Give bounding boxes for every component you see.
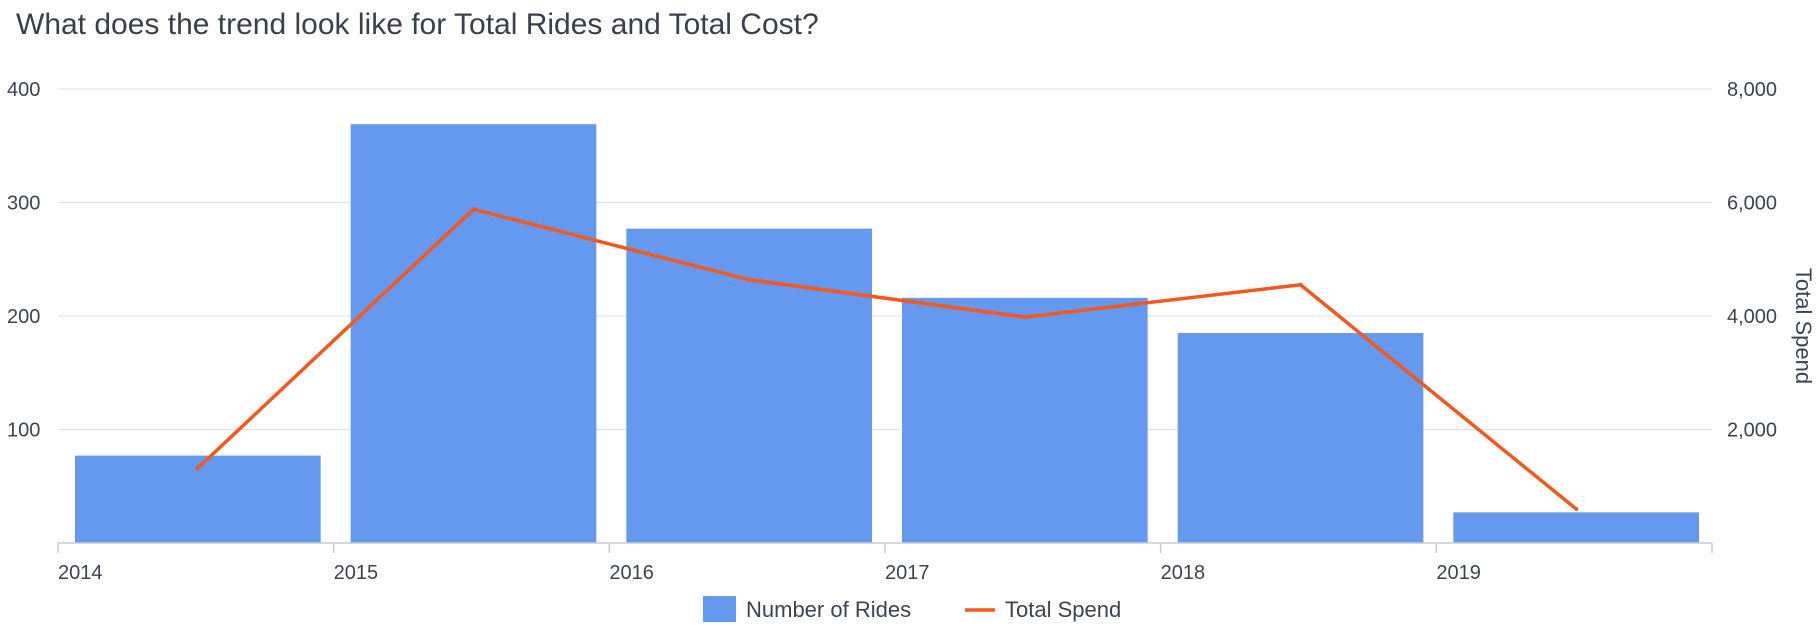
x-tick-label: 2016 [609, 562, 654, 584]
y-right-tick-label: 8,000 [1727, 79, 1777, 101]
line-point-2018[interactable] [1298, 282, 1303, 287]
y-left-tick-label: 300 [7, 193, 40, 215]
bar-2014[interactable] [75, 455, 321, 543]
line-series-total-spend [195, 207, 1579, 511]
x-tick-label: 2015 [334, 562, 379, 584]
y-left-tick-label: 100 [7, 420, 40, 442]
line-point-2016[interactable] [747, 277, 752, 282]
legend: Number of Rides Total Spend [703, 596, 1121, 622]
total-spend-line [196, 207, 1578, 511]
axes: 100 200 300 400 2,000 4,000 6,000 8,000 Total Sp… [7, 79, 1816, 584]
x-tick-label: 2017 [885, 562, 930, 584]
legend-swatch-number-of-rides [703, 596, 736, 622]
y-right-tick-label: 2,000 [1727, 420, 1777, 442]
y-left-tick-label: 400 [7, 79, 40, 101]
y-right-tick-label: 6,000 [1727, 193, 1777, 215]
line-point-2019[interactable] [1574, 506, 1579, 511]
gridlines [58, 88, 1712, 430]
line-point-2015[interactable] [471, 207, 476, 212]
bar-series-number-of-rides [75, 124, 1699, 544]
bar-2015[interactable] [350, 124, 597, 543]
bar-2016[interactable] [626, 228, 872, 544]
x-tick-label: 2018 [1161, 562, 1206, 584]
x-tick-label: 2019 [1436, 562, 1481, 584]
line-point-2017[interactable] [1022, 315, 1027, 320]
bar-2018[interactable] [1177, 333, 1424, 543]
chart-title: What does the trend look like for Total … [16, 8, 819, 41]
bar-2019[interactable] [1453, 512, 1699, 543]
y-right-axis-title: Total Spend [1791, 268, 1816, 384]
x-tick-label: 2014 [58, 562, 103, 584]
legend-label-total-spend: Total Spend [1005, 597, 1121, 622]
bar-2017[interactable] [902, 297, 1148, 543]
y-left-tick-label: 200 [7, 306, 40, 328]
y-right-tick-label: 4,000 [1727, 306, 1777, 328]
legend-label-number-of-rides: Number of Rides [746, 597, 911, 622]
line-point-2014[interactable] [195, 466, 200, 471]
